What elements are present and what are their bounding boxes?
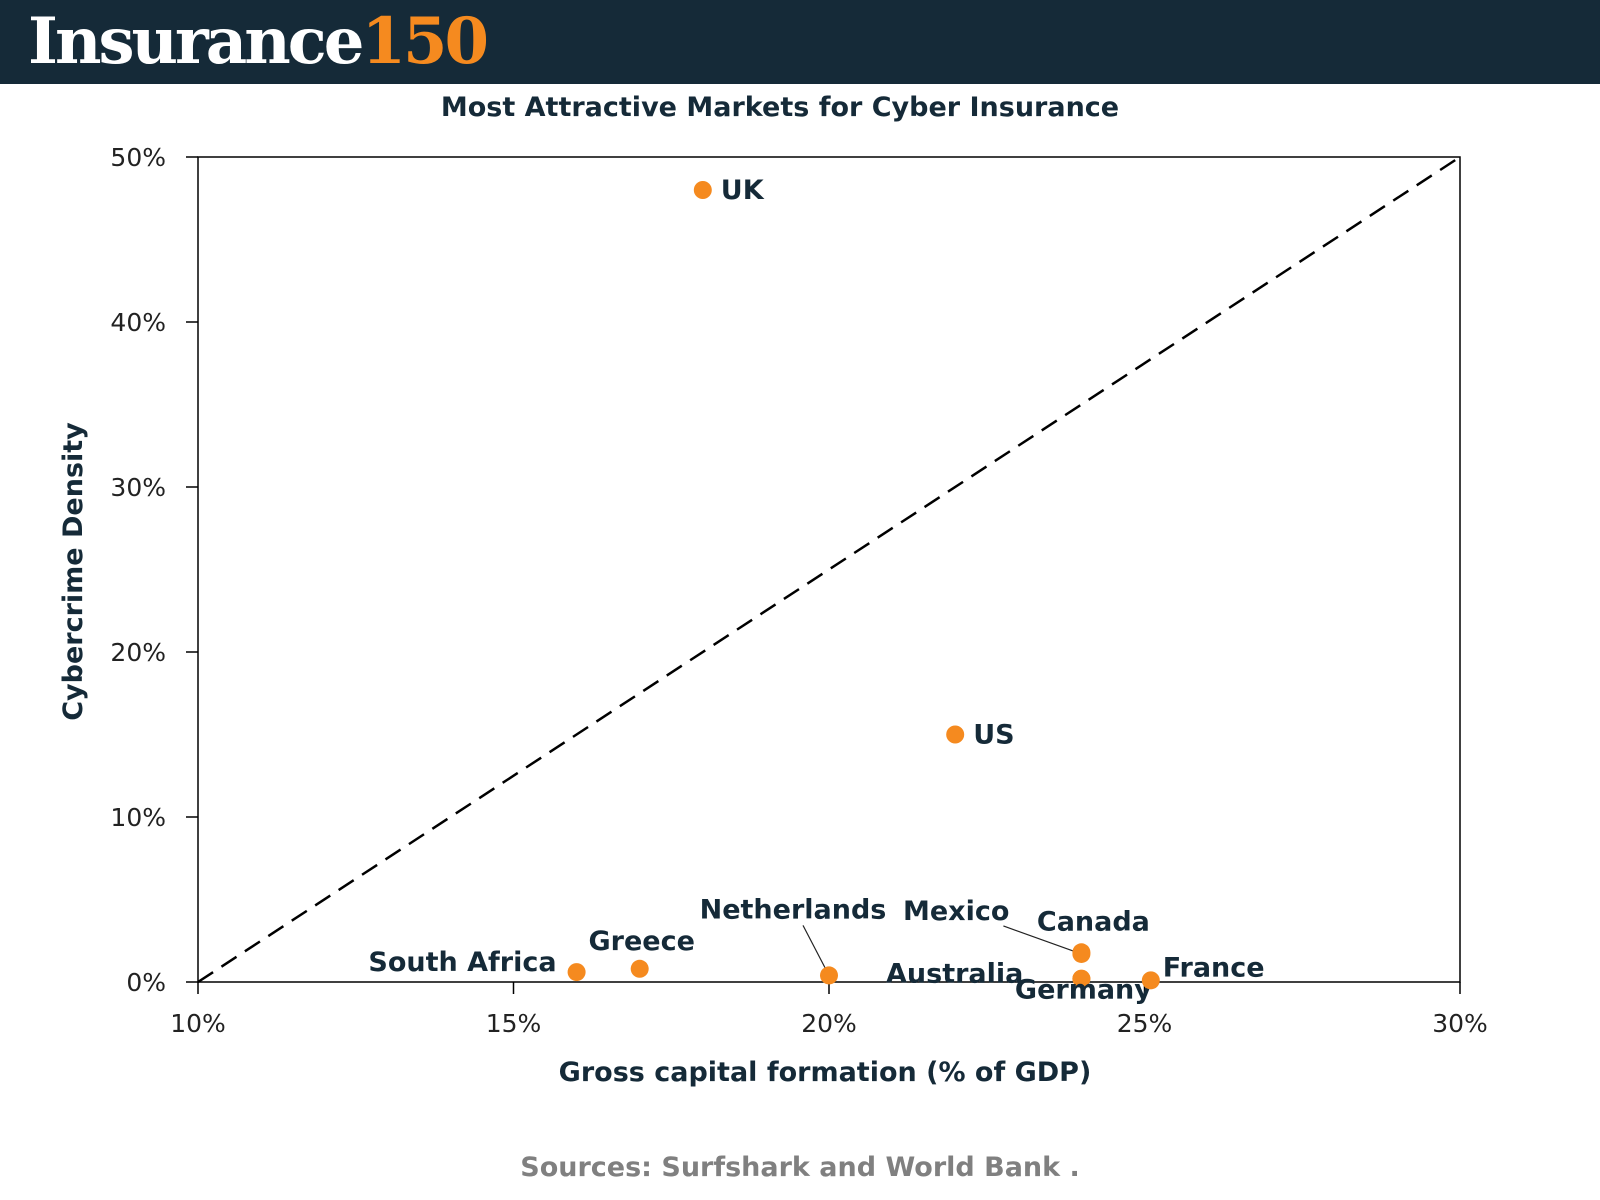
y-tick-label: 0%: [126, 968, 166, 997]
point-label: Australia: [886, 959, 1023, 990]
data-point: [1072, 969, 1091, 988]
chart-title: Most Attractive Markets for Cyber Insura…: [441, 92, 1119, 123]
x-tick-label: 15%: [486, 1009, 542, 1038]
header-bar: Insurance150: [0, 0, 1600, 84]
point-label: Mexico: [903, 896, 1009, 927]
data-point: [693, 181, 712, 199]
x-axis-title: Gross capital formation (% of GDP): [559, 1057, 1092, 1088]
x-tick-label: 25%: [1117, 1009, 1173, 1038]
logo-word: Insurance: [28, 4, 364, 79]
x-tick-label: 30%: [1432, 1009, 1488, 1038]
insurance150-logo: Insurance150: [28, 2, 489, 82]
x-tick-label: 10%: [170, 1009, 226, 1038]
leader-line: [802, 925, 830, 976]
data-point: [1141, 971, 1160, 990]
point-label: Germany: [1015, 975, 1152, 1006]
point-label: US: [973, 720, 1014, 751]
y-tick-label: 30%: [110, 473, 166, 502]
logo-number: 150: [361, 4, 489, 79]
y-tick-label: 50%: [110, 143, 166, 172]
data-point: [1072, 943, 1091, 962]
point-label: South Africa: [368, 947, 556, 978]
point-label: France: [1163, 952, 1265, 983]
scatter-chart: Most Attractive Markets for Cyber Insura…: [58, 92, 1488, 1088]
data-point: [820, 966, 838, 985]
point-label: UK: [721, 175, 765, 206]
data-point: [630, 959, 649, 978]
leader-line: [1003, 925, 1082, 955]
source-note: Sources: Surfshark and World Bank .: [520, 1152, 1080, 1183]
point-label: Greece: [588, 926, 694, 957]
y-tick-label: 40%: [110, 308, 166, 337]
y-tick-label: 20%: [110, 638, 166, 667]
reference-line: [197, 155, 1461, 984]
data-point: [946, 725, 965, 744]
x-tick-label: 20%: [801, 1009, 857, 1038]
data-point: [567, 963, 586, 982]
point-label: Canada: [1037, 906, 1150, 937]
y-axis-title: Cybercrime Density: [58, 422, 89, 721]
y-tick-label: 10%: [110, 803, 166, 832]
point-label: Netherlands: [700, 894, 887, 925]
